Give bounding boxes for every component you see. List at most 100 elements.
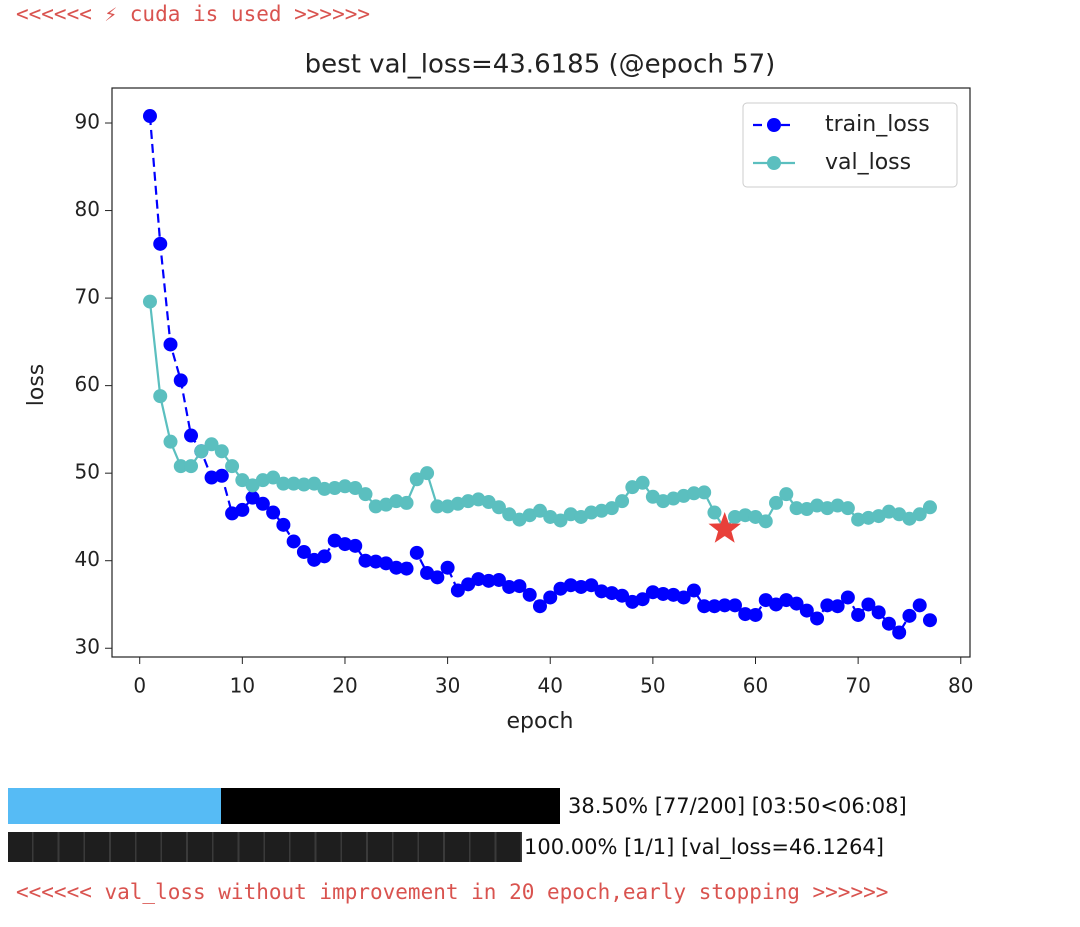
data-point [266, 505, 281, 520]
data-point [204, 437, 219, 452]
data-point [892, 625, 907, 640]
data-point [440, 560, 455, 575]
data-point [266, 470, 281, 485]
data-point [707, 599, 722, 614]
data-point [491, 500, 506, 515]
data-point [851, 607, 866, 622]
x-tick-label: 20 [332, 674, 357, 698]
plot-frame [111, 87, 971, 658]
data-point [163, 337, 178, 352]
legend-label: val_loss [825, 150, 911, 175]
log-line: <<<<<< val_loss without improvement in 2… [16, 880, 889, 904]
y-tick-label: 60 [75, 372, 100, 396]
y-tick-label: 50 [75, 460, 100, 484]
data-point [656, 586, 671, 601]
progress-fill [8, 788, 221, 824]
progress-fill [8, 832, 522, 862]
progress-track [8, 832, 522, 862]
data-point [543, 590, 558, 605]
data-point [184, 459, 199, 474]
data-point [317, 481, 332, 496]
data-point [173, 459, 188, 474]
data-point [922, 500, 937, 515]
series-line [148, 115, 931, 635]
data-point [348, 538, 363, 553]
data-point [153, 236, 168, 251]
data-point [163, 434, 178, 449]
x-tick-label: 40 [538, 674, 563, 698]
best-marker [708, 512, 741, 543]
progress-bar: 100.00% [1/1] [val_loss=46.1264] [8, 832, 884, 862]
data-point [235, 502, 250, 517]
data-point [399, 561, 414, 576]
data-point [276, 517, 291, 532]
data-point [194, 444, 209, 459]
data-point [409, 545, 424, 560]
data-point [214, 444, 229, 459]
data-point [738, 607, 753, 622]
data-point [296, 544, 311, 559]
data-point [769, 495, 784, 510]
data-point [409, 472, 424, 487]
data-point [861, 597, 876, 612]
data-point [184, 428, 199, 443]
data-point [245, 490, 260, 505]
y-axis-label: loss [24, 364, 49, 407]
data-point [881, 616, 896, 631]
x-tick-label: 10 [230, 674, 255, 698]
data-point [830, 599, 845, 614]
data-point [697, 599, 712, 614]
data-point [697, 485, 712, 500]
data-point [276, 476, 291, 491]
data-point [430, 499, 445, 514]
data-point [286, 534, 301, 549]
data-point [707, 505, 722, 520]
series-line [148, 301, 931, 532]
data-point [225, 459, 240, 474]
data-point [296, 477, 311, 492]
data-point [912, 507, 927, 522]
legend-box [742, 102, 958, 188]
data-point [142, 109, 157, 124]
data-point [286, 476, 301, 491]
log-line: <<<<<< ⚡ cuda is used >>>>>> [16, 2, 371, 26]
x-tick-label: 60 [743, 674, 768, 698]
progress-text: 100.00% [1/1] [val_loss=46.1264] [524, 835, 884, 859]
chart: best val_loss=43.6185 (@epoch 57) epoch … [24, 50, 973, 735]
data-point [789, 596, 804, 611]
data-point [799, 603, 814, 618]
data-point [615, 494, 630, 509]
data-point [840, 501, 855, 516]
y-tick-label: 80 [75, 197, 100, 221]
legend-marker [767, 118, 781, 132]
x-axis-label: epoch [507, 709, 574, 734]
data-point [255, 496, 270, 511]
data-point [615, 588, 630, 603]
data-point [810, 611, 825, 626]
x-tick-label: 0 [133, 674, 146, 698]
data-point [840, 590, 855, 605]
data-point [789, 501, 804, 516]
data-point [676, 590, 691, 605]
x-tick-label: 80 [948, 674, 973, 698]
data-point [430, 570, 445, 585]
y-tick-label: 30 [75, 635, 100, 659]
data-point [686, 583, 701, 598]
data-point [532, 503, 547, 518]
data-point [214, 468, 229, 483]
x-tick-label: 70 [845, 674, 870, 698]
data-point [902, 608, 917, 623]
legend-label: train_loss [825, 112, 930, 137]
data-point [491, 572, 506, 587]
data-point [399, 495, 414, 510]
y-tick-label: 40 [75, 547, 100, 571]
data-point [173, 373, 188, 388]
data-point [450, 583, 465, 598]
x-tick-label: 50 [640, 674, 665, 698]
data-point [481, 573, 496, 588]
data-point [532, 599, 547, 614]
data-point [317, 549, 332, 564]
progress-track [8, 788, 560, 824]
y-tick-label: 90 [75, 110, 100, 134]
